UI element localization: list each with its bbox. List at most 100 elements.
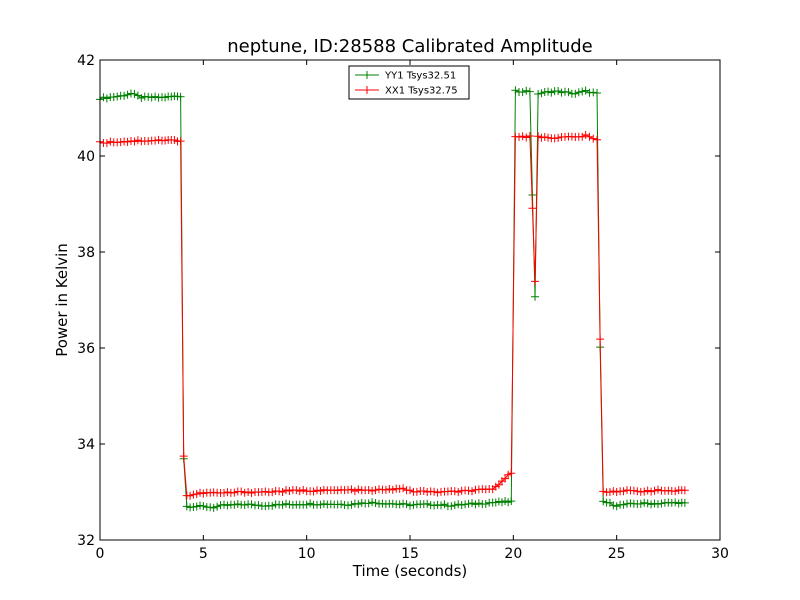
data-point-marker [605,488,614,497]
data-point-marker [316,487,325,495]
data-point-marker [192,490,201,499]
data-point-marker [347,500,356,509]
x-tick-label: 0 [96,546,105,562]
data-point-marker [636,499,645,508]
data-point-marker [589,88,598,97]
data-point-marker [244,487,253,496]
data-point-marker [247,500,256,509]
data-point-marker [531,292,540,301]
x-tick-label: 20 [504,546,522,562]
data-point-marker [220,488,228,497]
data-point-marker [457,501,466,510]
data-point-marker [261,502,270,511]
data-point-marker [395,500,404,509]
data-point-marker [309,487,318,496]
data-point-marker [186,491,195,500]
data-point-marker [430,487,439,496]
data-point-marker [471,500,480,509]
data-point-marker [447,502,456,511]
data-point-marker [106,137,115,146]
data-point-marker [650,486,659,495]
data-point-marker [364,486,373,495]
data-point-marker [609,487,618,496]
data-point-marker [640,498,649,507]
data-point-marker [578,132,587,141]
y-tick-label: 36 [77,341,95,357]
y-tick-label: 32 [77,533,95,549]
data-point-marker [593,135,602,144]
data-point-marker [337,500,346,509]
data-point-marker [220,500,228,509]
x-axis-label: Time (seconds) [352,562,468,580]
data-point-marker [612,487,621,496]
data-point-marker [650,499,659,508]
legend-label: XX1 Tsys32.75 [385,86,458,97]
legend-marker [363,86,371,94]
data-point-marker [268,501,277,510]
legend-box [348,65,470,100]
data-point-marker [147,93,156,102]
data-point-marker [406,501,414,510]
data-point-marker [534,132,543,141]
data-point-marker [285,487,294,496]
data-point-marker [144,92,153,101]
data-point-marker [151,136,160,145]
data-point-marker [423,499,432,508]
data-point-marker [350,499,359,508]
data-point-marker [319,499,328,508]
data-point-marker [518,88,527,97]
data-point-marker [599,487,608,496]
data-point-marker [354,500,363,509]
data-point-marker [402,500,411,509]
data-point-marker [596,335,605,344]
data-point-marker [368,486,377,495]
data-point-marker [240,488,249,497]
data-point-marker [213,502,222,511]
x-tick-label: 5 [199,546,208,562]
y-tick-label: 42 [77,53,95,69]
data-point-marker [302,500,311,509]
data-point-marker [654,500,662,509]
data-point-marker [151,92,160,101]
data-point-marker [643,499,652,508]
data-point-marker [333,486,342,495]
data-point-marker [381,485,390,494]
data-point-marker [388,485,397,494]
data-point-marker [654,485,662,494]
data-point-marker [196,501,205,510]
data-point-marker [275,487,284,496]
y-tick-label: 38 [77,245,95,261]
series-markers [96,130,689,500]
data-point-marker [589,134,598,143]
data-point-marker [657,499,666,508]
data-point-marker [357,498,366,507]
data-point-marker [109,93,118,102]
data-point-marker [378,499,387,508]
data-point-marker [176,92,185,101]
data-point-marker [223,501,232,510]
data-point-marker [537,89,546,98]
data-point-marker [544,87,553,96]
data-point-marker [619,487,628,496]
data-point-marker [347,485,356,494]
data-point-marker [230,488,239,497]
data-point-marker [531,277,540,286]
data-point-marker [574,88,583,97]
data-point-marker [440,500,449,509]
data-point-marker [344,501,352,510]
data-point-marker [581,130,590,139]
data-point-marker [223,488,232,497]
data-point-marker [507,497,516,506]
data-point-marker [468,499,476,508]
data-point-marker [371,499,380,508]
data-point-marker [640,487,649,496]
data-point-marker [116,138,125,147]
data-point-marker [554,86,563,95]
data-point-marker [423,488,432,497]
data-point-marker [292,486,301,495]
data-point-marker [102,139,111,148]
data-point-marker [278,487,287,496]
data-point-marker [306,499,315,508]
data-point-marker [368,498,377,507]
